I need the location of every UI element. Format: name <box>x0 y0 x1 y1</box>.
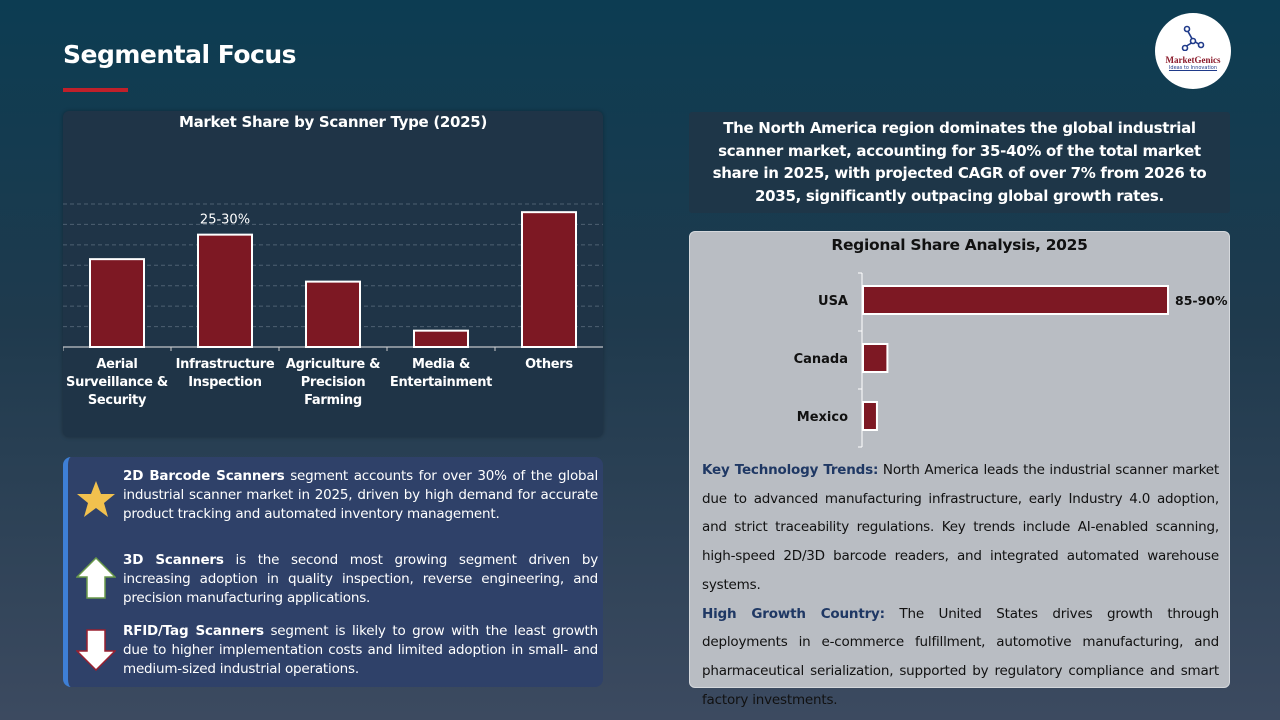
chart-title: Regional Share Analysis, 2025 <box>831 236 1088 254</box>
x-tick-label: Infrastructure Inspection <box>175 357 275 390</box>
logo-tagline: Ideas to Innovation <box>1168 65 1218 71</box>
data-label: 25-30% <box>200 213 250 228</box>
y-tick-label: Canada <box>794 352 848 367</box>
y-tick-label: Mexico <box>797 410 848 425</box>
bar <box>305 280 361 348</box>
x-tick-label: Agriculture & Precision Farming <box>285 357 381 408</box>
page-title: Segmental Focus <box>63 40 297 69</box>
arrow-up-icon <box>76 557 116 599</box>
bar <box>521 211 577 348</box>
data-label: 85-90% <box>1175 293 1228 308</box>
bar <box>862 343 889 373</box>
segment-item: 3D Scanners is the second most growing s… <box>123 551 598 608</box>
bar <box>197 233 253 348</box>
regional-share-chart: USA 85-90% Canada Mexico <box>794 272 1228 448</box>
x-tick-label: Aerial Surveillance & Security <box>66 357 168 408</box>
north-america-summary: The North America region dominates the g… <box>689 112 1230 213</box>
logo-name: MarketGenics <box>1165 55 1221 65</box>
segment-name: RFID/Tag Scanners <box>123 623 264 639</box>
network-icon <box>1181 25 1205 52</box>
regional-share-panel: Regional Share Analysis, 2025 USA 85-90% C… <box>689 231 1230 708</box>
bar <box>862 401 878 431</box>
scanner-type-chart-plot: 25-30% <box>63 203 603 351</box>
segment-highlights: 2D Barcode Scanners segment accounts for… <box>63 457 603 687</box>
x-tick-label: Media & Entertainment <box>389 357 493 390</box>
bar <box>413 329 469 349</box>
growth-country-text: The United States drives growth through … <box>702 605 1219 708</box>
star-icon <box>77 481 115 517</box>
bar <box>862 285 1169 315</box>
scanner-type-chart: 25-30% Market Share by Scanner Type (202… <box>63 111 603 437</box>
segment-name: 3D Scanners <box>123 552 224 568</box>
y-tick-label: USA <box>818 294 848 309</box>
arrow-down-icon <box>76 629 116 671</box>
segment-item: RFID/Tag Scanners segment is likely to g… <box>123 622 598 679</box>
segment-item: 2D Barcode Scanners segment accounts for… <box>123 467 598 524</box>
segment-text: is the second most growing segment drive… <box>123 552 598 606</box>
growth-country-heading: High Growth Country: <box>702 605 885 622</box>
trends-text: Key Technology Trends: North America lea… <box>702 456 1219 714</box>
x-tick-label: Others <box>525 357 573 372</box>
segment-name: 2D Barcode Scanners <box>123 468 285 484</box>
tech-trends-heading: Key Technology Trends: <box>702 462 879 478</box>
segment-text: segment is likely to grow with the least… <box>123 623 598 677</box>
title-underline <box>63 88 128 92</box>
tech-trends-text: North America leads the industrial scann… <box>702 462 1219 593</box>
segment-text: segment accounts for over 30% of the glo… <box>123 468 598 522</box>
bar <box>89 258 145 349</box>
chart-title: Market Share by Scanner Type (2025) <box>178 113 487 131</box>
logo: MarketGenics Ideas to Innovation <box>1155 13 1231 89</box>
